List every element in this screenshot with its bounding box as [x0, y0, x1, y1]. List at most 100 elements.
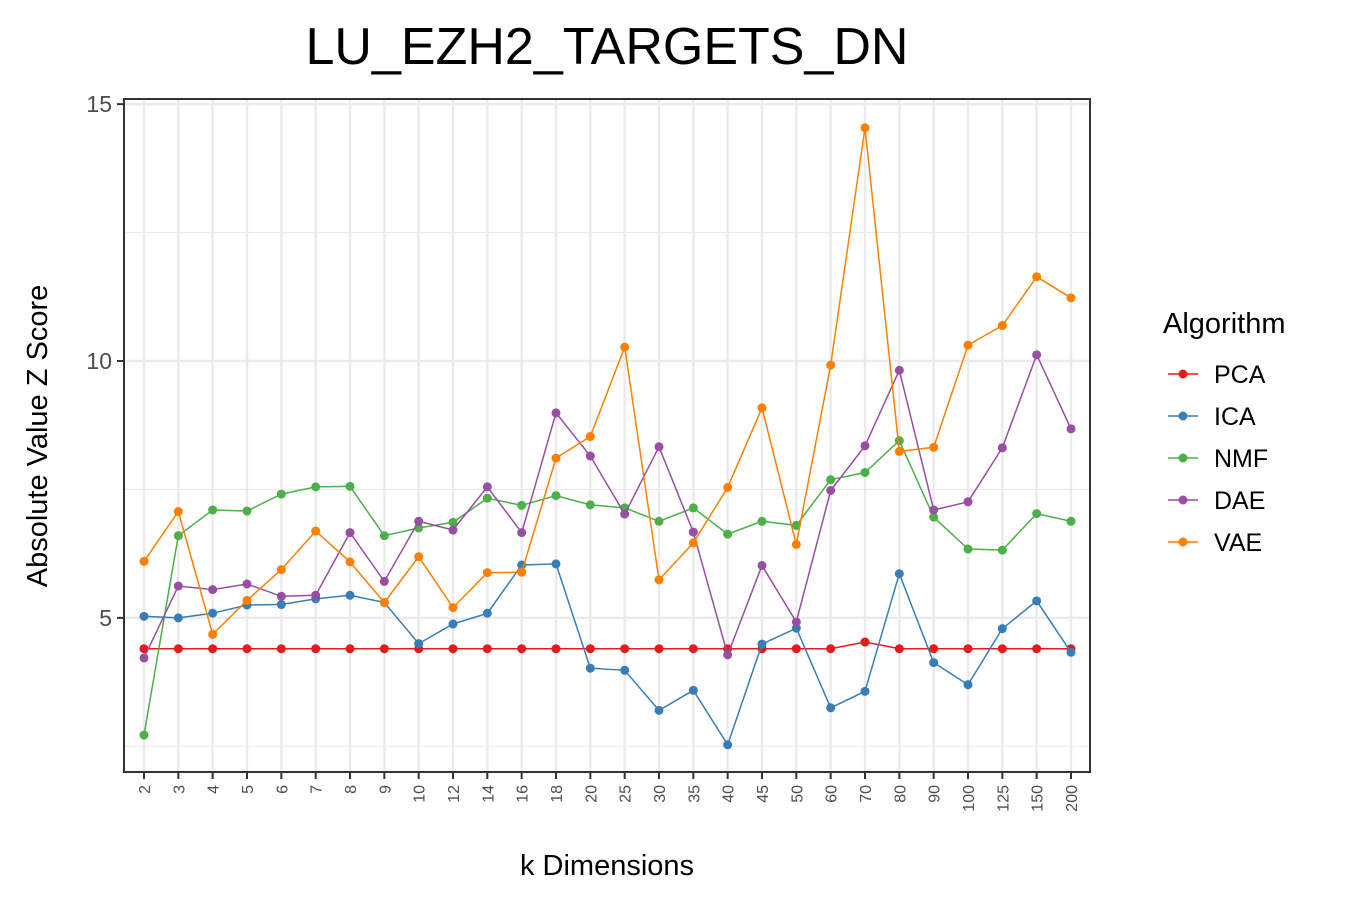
- data-point: [345, 481, 355, 491]
- data-point: [654, 442, 664, 452]
- data-point: [585, 644, 595, 654]
- data-point: [929, 658, 939, 668]
- data-point: [551, 559, 561, 569]
- x-tick-label: 30: [652, 785, 669, 803]
- data-point: [894, 365, 904, 375]
- x-tick-label: 35: [686, 785, 703, 803]
- series-line: [144, 641, 1071, 650]
- data-point: [757, 516, 767, 526]
- data-point: [723, 482, 733, 492]
- data-point: [517, 567, 527, 577]
- data-point: [551, 491, 561, 501]
- data-point: [345, 590, 355, 600]
- x-tick-label: 8: [343, 785, 360, 794]
- data-point: [208, 585, 218, 595]
- series-dae: [139, 350, 1076, 663]
- data-point: [311, 482, 321, 492]
- data-point: [929, 512, 939, 522]
- x-tick-label: 100: [961, 785, 978, 812]
- legend-label: ICA: [1214, 403, 1256, 431]
- data-point: [482, 644, 492, 654]
- data-point: [379, 531, 389, 541]
- legend-swatch-point: [1178, 495, 1188, 505]
- data-point: [894, 644, 904, 654]
- data-point: [414, 516, 424, 526]
- data-point: [997, 321, 1007, 331]
- data-point: [585, 432, 595, 442]
- chart-title: LU_EZH2_TARGETS_DN: [306, 18, 909, 76]
- legend-item-dae: DAE: [1168, 487, 1265, 515]
- data-point: [654, 516, 664, 526]
- x-tick-label: 4: [206, 785, 223, 794]
- data-point: [963, 497, 973, 507]
- data-point: [448, 644, 458, 654]
- data-point: [826, 475, 836, 485]
- x-tick-label: 10: [412, 785, 429, 803]
- data-point: [551, 644, 561, 654]
- data-point: [517, 500, 527, 510]
- data-point: [860, 123, 870, 133]
- data-point: [791, 520, 801, 530]
- data-point: [894, 569, 904, 579]
- data-point: [860, 686, 870, 696]
- data-point: [826, 360, 836, 370]
- data-point: [1066, 293, 1076, 303]
- data-point: [860, 637, 870, 647]
- data-point: [757, 403, 767, 413]
- data-point: [997, 624, 1007, 634]
- data-point: [139, 556, 149, 566]
- legend-label: PCA: [1214, 361, 1266, 389]
- y-axis: 5 10 15: [86, 91, 124, 631]
- data-point: [414, 639, 424, 649]
- data-point: [894, 436, 904, 446]
- data-point: [860, 441, 870, 451]
- data-point: [791, 623, 801, 633]
- data-point: [620, 644, 630, 654]
- data-point: [173, 613, 183, 623]
- y-tick-label: 15: [86, 91, 112, 117]
- x-tick-label: 9: [377, 785, 394, 794]
- series-layer: [139, 123, 1076, 750]
- data-point: [345, 644, 355, 654]
- x-tick-label: 14: [480, 785, 497, 803]
- series-line: [143, 439, 1072, 736]
- data-point: [757, 560, 767, 570]
- x-tick-label: 5: [240, 785, 257, 794]
- data-point: [379, 597, 389, 607]
- data-point: [826, 703, 836, 713]
- data-point: [688, 527, 698, 537]
- data-point: [276, 591, 286, 601]
- data-point: [482, 493, 492, 503]
- y-axis-title: Absolute Value Z Score: [22, 285, 54, 588]
- data-point: [997, 443, 1007, 453]
- data-point: [757, 639, 767, 649]
- data-point: [311, 590, 321, 600]
- data-point: [1066, 647, 1076, 657]
- legend-item-pca: PCA: [1168, 361, 1266, 389]
- data-point: [517, 644, 527, 654]
- data-point: [688, 644, 698, 654]
- x-tick-label: 2: [137, 785, 154, 794]
- data-point: [517, 528, 527, 538]
- legend-swatch-point: [1178, 411, 1188, 421]
- data-point: [242, 506, 252, 516]
- data-point: [929, 442, 939, 452]
- data-point: [448, 603, 458, 613]
- data-point: [482, 608, 492, 618]
- data-point: [585, 451, 595, 461]
- data-point: [173, 507, 183, 517]
- data-point: [139, 653, 149, 663]
- data-point: [448, 517, 458, 527]
- data-point: [208, 505, 218, 515]
- series-line: [143, 563, 1072, 747]
- data-point: [448, 619, 458, 629]
- data-point: [242, 644, 252, 654]
- data-point: [345, 528, 355, 538]
- x-tick-label: 90: [927, 785, 944, 803]
- legend-label: VAE: [1214, 529, 1262, 557]
- data-point: [723, 740, 733, 750]
- data-point: [791, 644, 801, 654]
- x-tick-label: 3: [171, 785, 188, 794]
- data-point: [208, 608, 218, 618]
